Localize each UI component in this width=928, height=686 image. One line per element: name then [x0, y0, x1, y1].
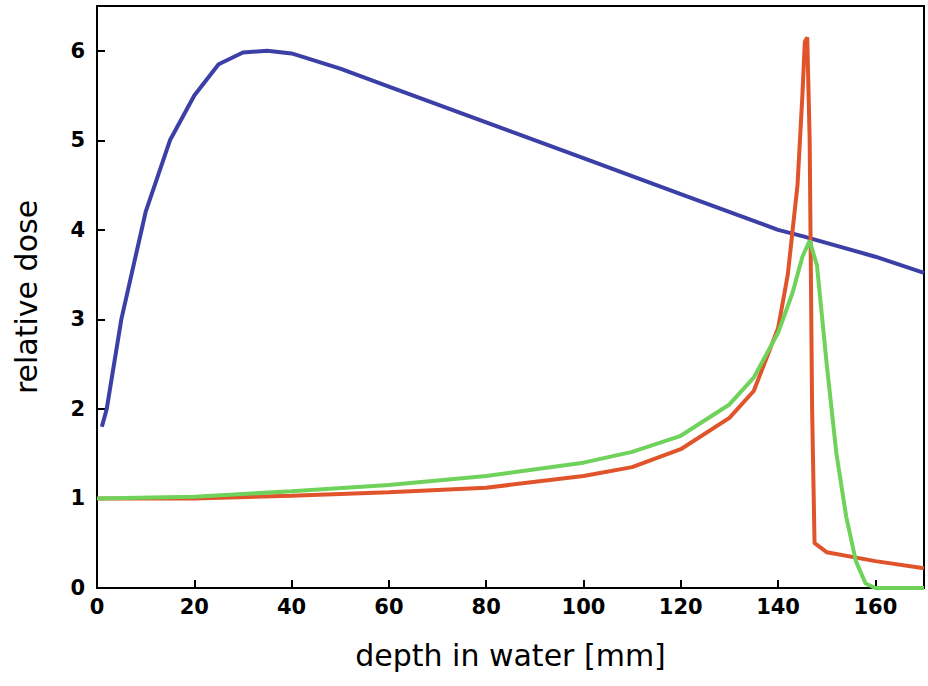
- svg-text:100: 100: [562, 595, 606, 619]
- svg-text:0: 0: [90, 595, 105, 619]
- svg-text:6: 6: [70, 39, 85, 63]
- svg-text:120: 120: [659, 595, 703, 619]
- svg-text:3: 3: [70, 307, 85, 331]
- svg-text:4: 4: [70, 218, 85, 242]
- svg-text:60: 60: [374, 595, 403, 619]
- svg-text:140: 140: [756, 595, 800, 619]
- svg-text:0: 0: [70, 576, 85, 600]
- svg-text:160: 160: [853, 595, 897, 619]
- svg-text:20: 20: [180, 595, 209, 619]
- svg-text:2: 2: [70, 397, 85, 421]
- svg-text:1: 1: [70, 486, 85, 510]
- svg-text:40: 40: [277, 595, 306, 619]
- svg-text:80: 80: [472, 595, 501, 619]
- svg-text:depth in water [mm]: depth in water [mm]: [355, 638, 666, 673]
- svg-text:relative dose: relative dose: [9, 200, 44, 394]
- svg-text:5: 5: [70, 128, 85, 152]
